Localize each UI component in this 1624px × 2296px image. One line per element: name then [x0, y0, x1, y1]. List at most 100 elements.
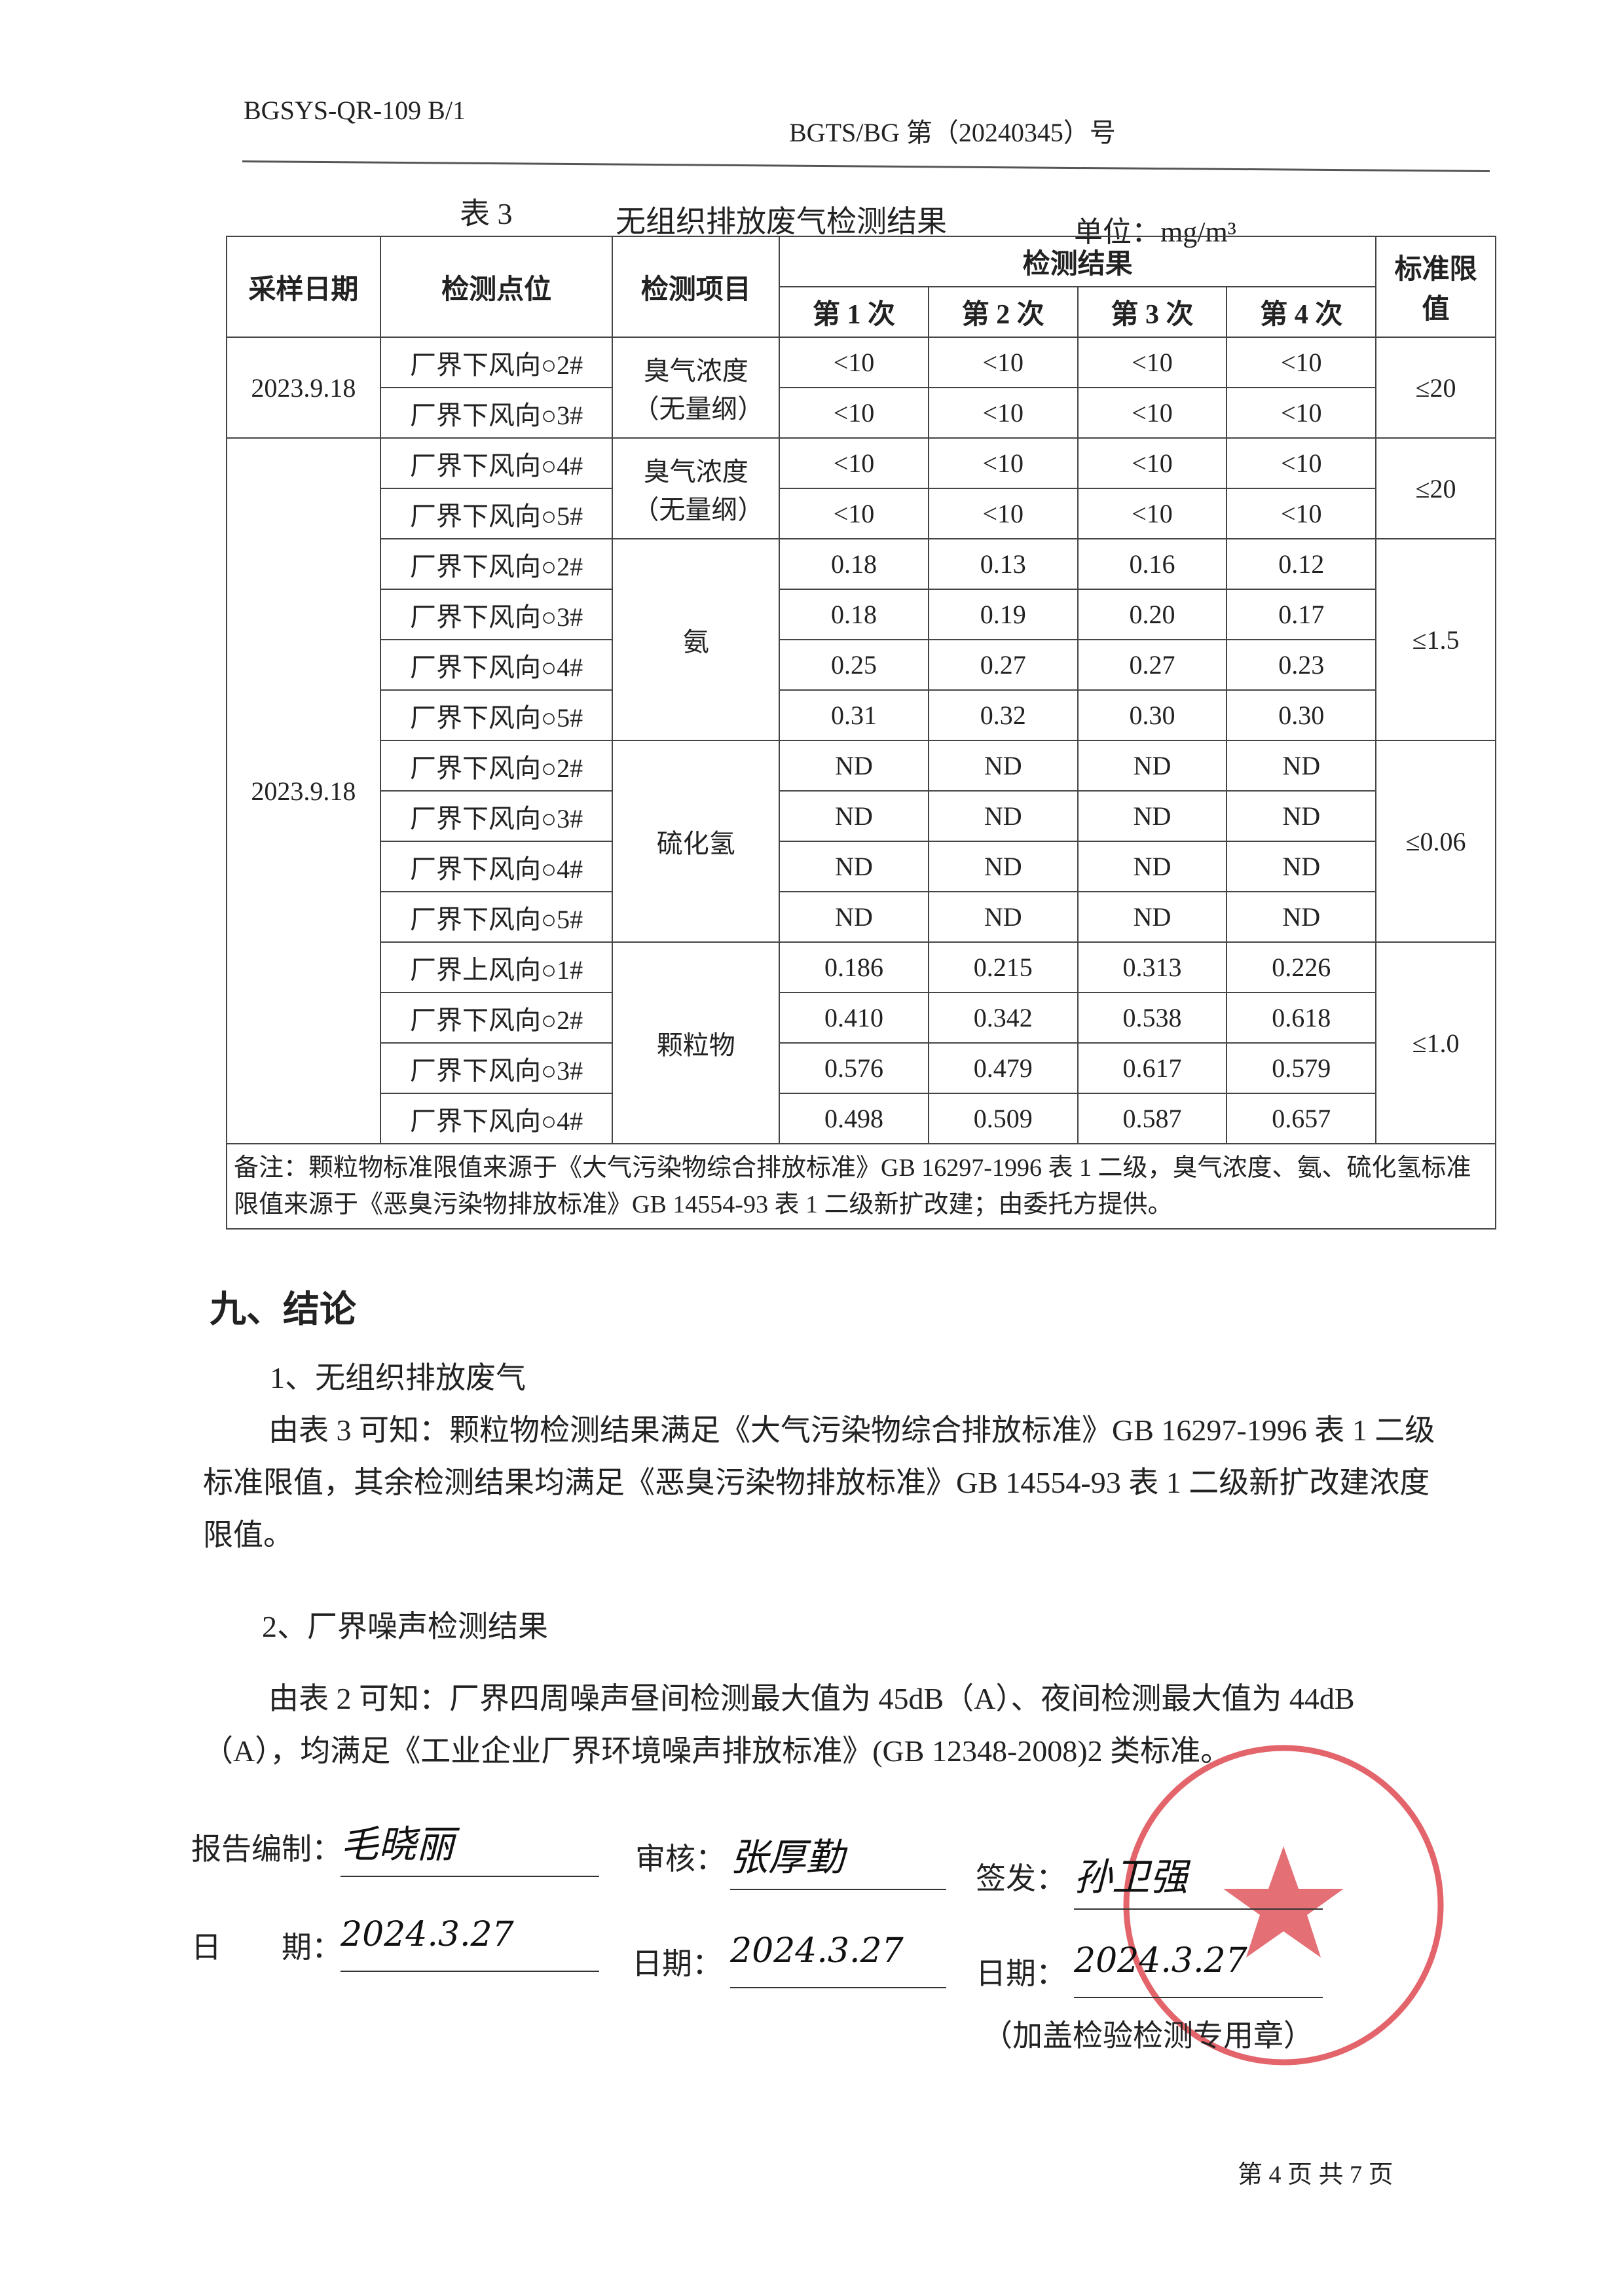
table-row: 厂界下风向○3# 0.576 0.479 0.617 0.579	[227, 1042, 1496, 1094]
seal-ring	[1123, 1745, 1444, 2066]
monitoring-point: 厂界下风向○2#	[379, 538, 614, 590]
table-row: 厂界下风向○3# 0.18 0.19 0.20 0.17	[227, 589, 1496, 640]
result-run-2: <10	[927, 437, 1079, 489]
table-row: 厂界下风向○3# ND ND ND ND	[227, 790, 1496, 842]
result-run-1: <10	[779, 387, 929, 439]
result-run-1: ND	[779, 841, 929, 892]
header-results: 检测结果	[779, 236, 1377, 287]
result-run-3: <10	[1077, 337, 1228, 388]
result-run-3: 0.20	[1077, 589, 1228, 640]
result-run-1: ND	[779, 790, 929, 842]
table-row: 厂界下风向○4# 0.25 0.27 0.27 0.23	[227, 639, 1496, 691]
result-run-4: ND	[1226, 891, 1377, 943]
result-run-2: 0.32	[927, 689, 1079, 741]
header-run-2: 第 2 次	[927, 286, 1079, 338]
result-run-4: 0.657	[1226, 1093, 1377, 1144]
result-run-1: 0.18	[779, 538, 929, 590]
result-run-1: 0.498	[779, 1093, 929, 1144]
result-run-4: <10	[1226, 437, 1377, 489]
result-run-1: 0.410	[779, 992, 929, 1044]
monitoring-point: 厂界上风向○1#	[379, 941, 614, 993]
conclusion-sub-2: 2、厂界噪声检测结果	[262, 1610, 548, 1643]
header-divider	[242, 160, 1490, 172]
standard-limit: ≤20	[1375, 437, 1496, 539]
result-run-3: 0.16	[1077, 538, 1228, 590]
monitoring-point: 厂界下风向○5#	[379, 488, 614, 539]
table-row: 厂界下风向○5# ND ND ND ND	[227, 891, 1496, 943]
table-title: 无组织排放废气检测结果	[616, 205, 947, 238]
compiler-date: 2024.3.27	[341, 1915, 599, 1972]
result-run-4: <10	[1226, 337, 1377, 388]
result-run-4: 0.23	[1226, 639, 1377, 691]
table-number: 表 3	[460, 197, 513, 230]
result-run-3: <10	[1077, 437, 1228, 489]
seal-star-icon	[1223, 1846, 1344, 1958]
result-run-3: 0.27	[1077, 639, 1228, 691]
result-run-4: 0.226	[1226, 941, 1377, 993]
test-item: 臭气浓度（无量纲）	[612, 437, 781, 539]
test-item: 臭气浓度（无量纲）	[612, 337, 781, 439]
table-row: 厂界下风向○4# ND ND ND ND	[227, 841, 1496, 892]
reviewer-label: 审核：	[635, 1842, 726, 1876]
results-table: 采样日期 检测点位 检测项目 检测结果 标准限值 第 1 次 第 2 次 第 3…	[226, 236, 1496, 1230]
result-run-2: 0.215	[927, 941, 1079, 993]
monitoring-point: 厂界下风向○3#	[379, 589, 614, 640]
result-run-3: ND	[1077, 790, 1228, 842]
result-run-1: ND	[779, 740, 929, 792]
result-run-1: <10	[779, 437, 929, 489]
header-item: 检测项目	[612, 236, 781, 338]
table-row: 厂界上风向○1# 颗粒物 0.186 0.215 0.313 0.226 ≤1.0	[227, 941, 1496, 1144]
table-row: 厂界下风向○2# 0.410 0.342 0.538 0.618	[227, 992, 1496, 1044]
monitoring-point: 厂界下风向○4#	[379, 1093, 614, 1144]
result-run-2: 0.13	[927, 538, 1079, 590]
company-seal	[1123, 1745, 1444, 2066]
header-run-4: 第 4 次	[1226, 286, 1377, 338]
header-date: 采样日期	[226, 236, 381, 338]
date-label-2: 日期：	[632, 1947, 722, 1980]
result-run-2: ND	[927, 841, 1079, 892]
date-label-3: 日期：	[976, 1957, 1066, 1990]
result-run-1: ND	[779, 891, 929, 943]
standard-limit: ≤1.0	[1375, 941, 1496, 1144]
monitoring-point: 厂界下风向○5#	[379, 689, 614, 741]
report-number: BGTS/BG 第（20240345）号	[789, 118, 1116, 147]
result-run-1: 0.18	[779, 589, 929, 640]
conclusion-sub-1: 1、无组织排放废气	[270, 1361, 526, 1394]
conclusion-para-1: 由表 3 可知：颗粒物检测结果满足《大气污染物综合排放标准》GB 16297-1…	[203, 1413, 1435, 1552]
monitoring-point: 厂界下风向○2#	[379, 740, 614, 792]
result-run-4: 0.618	[1226, 992, 1377, 1044]
result-run-2: <10	[927, 387, 1079, 439]
sampling-date: 2023.9.18	[226, 437, 381, 1144]
table-note: 备注：颗粒物标准限值来源于《大气污染物综合排放标准》GB 16297-1996 …	[226, 1143, 1496, 1230]
table-row: 2023.9.18 厂界下风向○2# 臭气浓度（无量纲） <10 <10 <10 <10 ≤2…	[226, 337, 1496, 439]
monitoring-point: 厂界下风向○2#	[379, 992, 614, 1044]
compiler-label: 报告编制：	[191, 1832, 342, 1866]
result-run-1: 0.186	[779, 941, 929, 993]
result-run-2: ND	[927, 790, 1079, 842]
form-code: BGSYS-QR-109 B/1	[244, 96, 466, 125]
table-row: 厂界下风向○5# <10 <10 <10 <10	[227, 488, 1496, 539]
result-run-3: 0.587	[1077, 1093, 1228, 1144]
result-run-3: ND	[1077, 841, 1228, 892]
sampling-date: 2023.9.18	[226, 337, 381, 439]
result-run-2: ND	[927, 740, 1079, 792]
conclusion-heading: 九、结论	[210, 1290, 356, 1330]
header-run-1: 第 1 次	[779, 286, 929, 338]
page-number: 第 4 页 共 7 页	[1238, 2161, 1393, 2189]
result-run-3: ND	[1077, 740, 1228, 792]
table-row: 2023.9.18 厂界下风向○4# 臭气浓度（无量纲） <10 <10 <10 <10 ≤2…	[226, 437, 1496, 1144]
monitoring-point: 厂界下风向○3#	[379, 387, 614, 439]
header-limit: 标准限值	[1375, 236, 1496, 338]
test-item: 氨	[612, 538, 781, 741]
test-item: 硫化氢	[612, 740, 781, 943]
issuer-date: 2024.3.27	[1074, 1941, 1323, 1998]
result-run-4: 0.12	[1226, 538, 1377, 590]
reviewer-signature: 张厚勤	[730, 1827, 946, 1890]
issuer-label: 签发：	[976, 1862, 1066, 1895]
result-run-4: 0.579	[1226, 1042, 1377, 1094]
result-run-2: 0.479	[927, 1042, 1079, 1094]
result-run-2: <10	[927, 337, 1079, 388]
table-row: 厂界下风向○5# 0.31 0.32 0.30 0.30	[227, 689, 1496, 741]
result-run-1: 0.576	[779, 1042, 929, 1094]
result-run-3: 0.30	[1077, 689, 1228, 741]
